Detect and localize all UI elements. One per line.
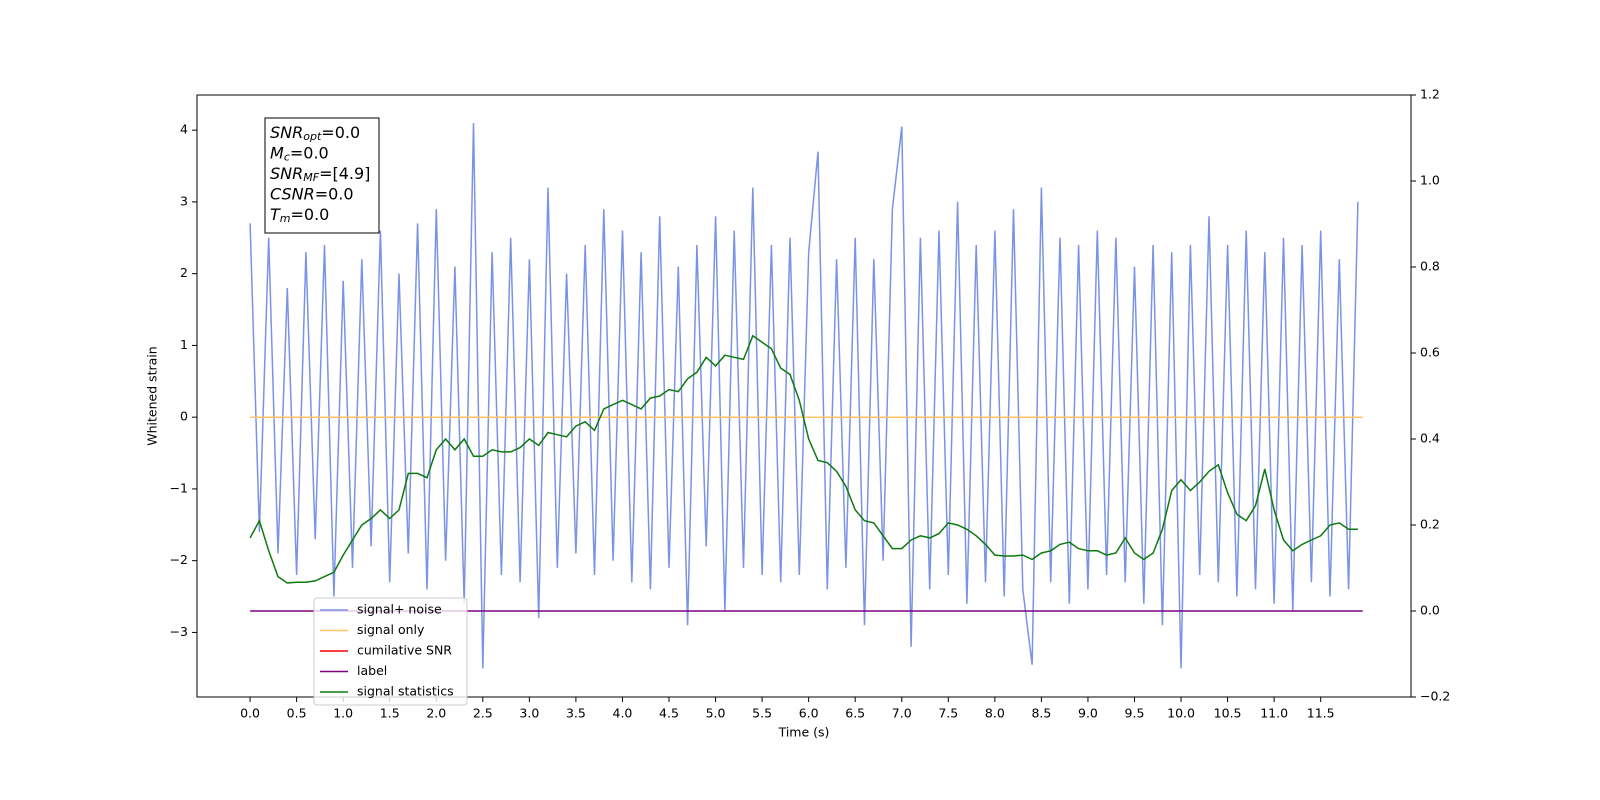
- annotation-text: Tm=0.0: [270, 205, 329, 226]
- x-tick-label: 2.5: [473, 706, 493, 721]
- y2-tick-label: 0.8: [1420, 259, 1440, 274]
- annotation-value: =0.0: [315, 184, 354, 203]
- x-tick-label: 10.5: [1214, 706, 1242, 721]
- x-axis-label: Time (s): [778, 725, 830, 740]
- y-tick-label: 2: [180, 265, 188, 280]
- x-tick-label: 11.5: [1307, 706, 1335, 721]
- legend-label: signal+ noise: [357, 602, 442, 617]
- annotation-value: =0.0: [290, 143, 329, 162]
- y2-tick-label: 1.2: [1420, 87, 1440, 102]
- x-tick-label: 10.0: [1167, 706, 1195, 721]
- annotation-frame: [264, 117, 380, 234]
- y-tick-label: −2: [170, 552, 188, 567]
- y2-tick-label: 1.0: [1420, 173, 1440, 188]
- annotation-symbol: T: [270, 205, 281, 224]
- x-tick-label: 6.0: [799, 706, 819, 721]
- x-tick-label: 9.0: [1078, 706, 1098, 721]
- y-tick-label: 1: [180, 337, 188, 352]
- y-tick-label: 4: [180, 122, 188, 137]
- annotation-box: SNRopt=0.0Mc=0.0SNRMF=[4.9]CSNR=0.0Tm=0.…: [264, 117, 380, 234]
- legend: signal+ noise signal only cumilative SNR la…: [313, 597, 468, 706]
- annotation-subscript: c: [284, 151, 290, 164]
- annotation-value: =[4.9]: [319, 164, 370, 183]
- y2-tick-label: 0.2: [1420, 517, 1440, 532]
- annotation-text: CSNR=0.0: [270, 184, 354, 203]
- x-tick-label: 9.5: [1125, 706, 1145, 721]
- x-tick-label: 1.0: [333, 706, 353, 721]
- x-tick-label: 4.0: [613, 706, 633, 721]
- x-tick-label: 0.5: [287, 706, 307, 721]
- x-tick-label: 8.5: [1031, 706, 1051, 721]
- y2-tick-label: 0.0: [1420, 603, 1440, 618]
- annotation-value: =0.0: [321, 123, 360, 142]
- x-tick-label: 6.5: [845, 706, 865, 721]
- x-tick-label: 0.0: [240, 706, 260, 721]
- annotation-symbol: SNR: [270, 123, 303, 142]
- y-axis-label: Whitened strain: [145, 346, 160, 445]
- y2-tick-label: 0.6: [1420, 345, 1440, 360]
- annotation-value: =0.0: [291, 205, 330, 224]
- x-tick-label: 11.0: [1260, 706, 1288, 721]
- x-tick-label: 3.0: [519, 706, 539, 721]
- annotation-symbol: M: [270, 143, 284, 162]
- legend-label: cumilative SNR: [357, 643, 452, 658]
- series-line: [249, 122, 1359, 669]
- y-tick-label: −1: [170, 480, 188, 495]
- x-tick-label: 7.5: [938, 706, 958, 721]
- x-tick-label: 3.5: [566, 706, 586, 721]
- y2-tick-label: −0.2: [1420, 689, 1450, 704]
- legend-label: signal statistics: [357, 684, 454, 699]
- y-tick-label: 0: [180, 409, 188, 424]
- annotation-subscript: MF: [303, 171, 319, 184]
- series-line: [249, 334, 1358, 584]
- x-tick-label: 5.5: [752, 706, 772, 721]
- x-tick-label: 2.0: [426, 706, 446, 721]
- annotation-symbol: SNR: [270, 164, 303, 183]
- plot-frame: [196, 94, 1412, 698]
- annotation-text: SNRopt=0.0: [270, 123, 360, 144]
- legend-label: signal only: [357, 622, 425, 637]
- x-tick-label: 1.5: [380, 706, 400, 721]
- annotation-subscript: m: [280, 212, 291, 225]
- legend-label: label: [357, 663, 387, 678]
- annotation-text: SNRMF=[4.9]: [270, 164, 370, 185]
- annotation-text: Mc=0.0: [270, 143, 329, 164]
- y-tick-label: −3: [170, 624, 188, 639]
- x-tick-label: 7.0: [892, 706, 912, 721]
- y-tick-label: 3: [180, 193, 188, 208]
- x-tick-label: 4.5: [659, 706, 679, 721]
- x-tick-label: 8.0: [985, 706, 1005, 721]
- annotation-symbol: CSNR: [270, 184, 315, 203]
- x-tick-label: 5.0: [706, 706, 726, 721]
- y2-tick-label: 0.4: [1420, 431, 1440, 446]
- legend-frame: [313, 597, 468, 706]
- annotation-subscript: opt: [303, 130, 322, 143]
